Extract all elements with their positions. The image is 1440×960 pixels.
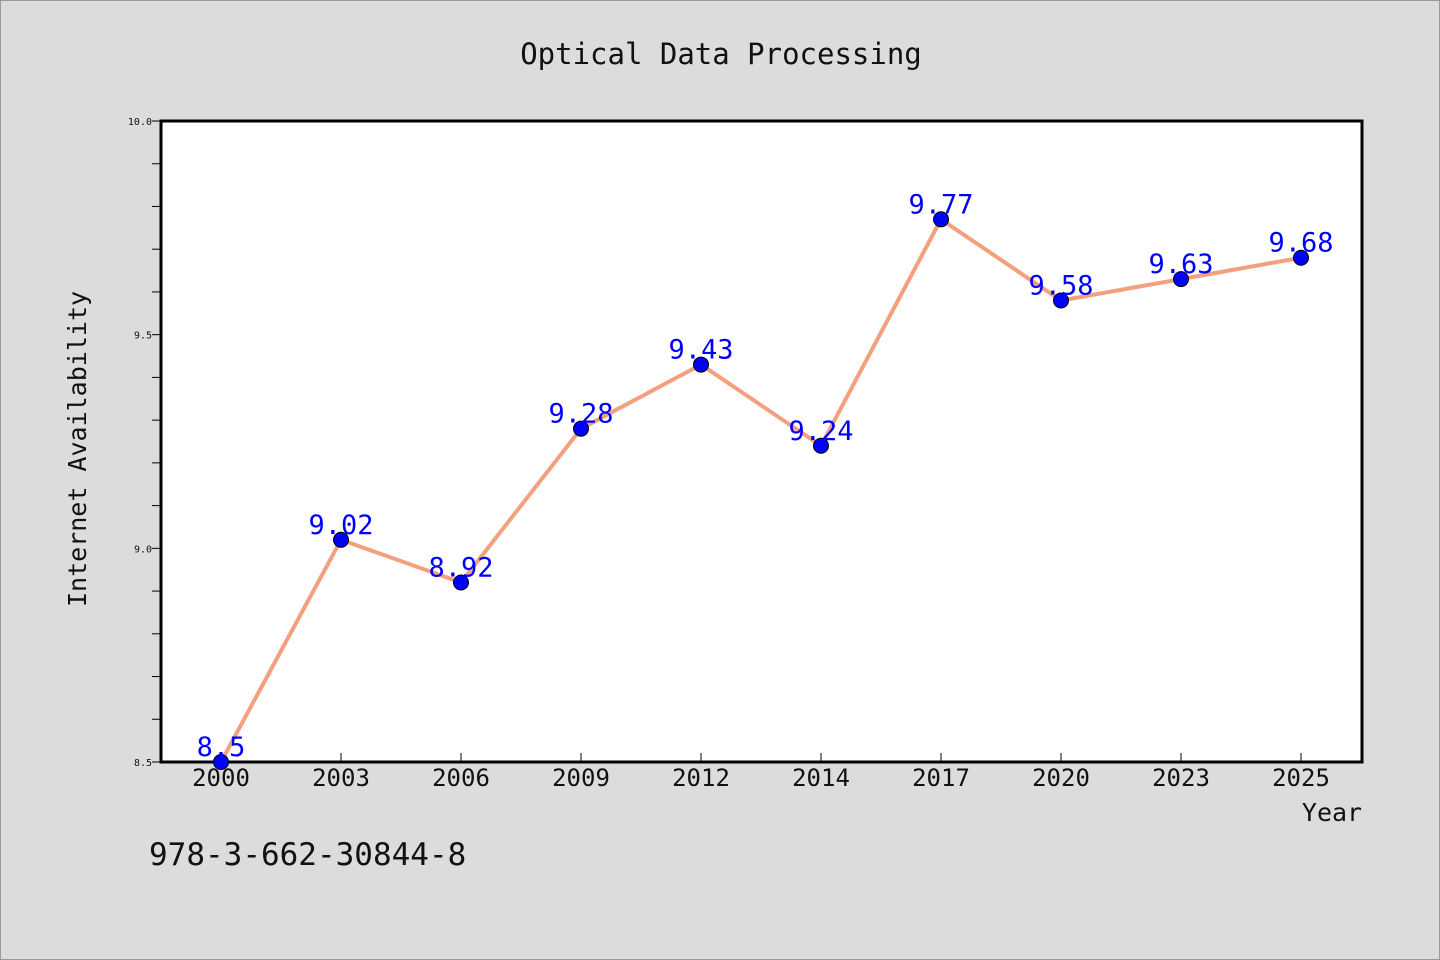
x-tick-label: 2017 [912, 764, 970, 792]
x-tick-label: 2003 [312, 764, 370, 792]
x-axis: 2000 2003 2006 2009 2012 2014 2017 2020 2023 2025 [192, 753, 1330, 792]
x-tick-label: 2020 [1032, 764, 1090, 792]
y-tick-label: 9.0 [134, 544, 152, 555]
y-axis: 8.5 9.0 9.5 10.0 [128, 117, 161, 769]
chart-title: Optical Data Processing [520, 37, 922, 71]
x-tick-label: 2014 [792, 764, 850, 792]
y-tick-label: 9.5 [134, 331, 152, 342]
data-label: 9.28 [548, 399, 613, 430]
data-point [573, 420, 589, 437]
data-point [813, 437, 829, 454]
data-point [333, 531, 349, 548]
x-axis-title: Year [1302, 798, 1362, 827]
data-label: 9.63 [1148, 249, 1213, 280]
data-label: 9.77 [908, 189, 973, 220]
data-label: 9.68 [1268, 228, 1333, 259]
series-line [219, 217, 1303, 764]
data-label: 9.43 [668, 335, 733, 366]
data-label: 8.92 [428, 553, 493, 584]
data-label: 8.5 [197, 732, 246, 763]
isbn-footer: 978-3-662-30844-8 [149, 837, 466, 873]
data-label: 9.58 [1028, 270, 1093, 301]
data-point [1173, 271, 1189, 288]
data-label: 9.02 [308, 510, 373, 541]
data-point [1053, 292, 1069, 309]
y-axis-title: Internet Availability [63, 291, 92, 607]
data-point [933, 211, 949, 228]
data-point [213, 754, 229, 770]
x-tick-label: 2006 [432, 764, 490, 792]
plot-area [159, 119, 1364, 764]
data-markers [213, 211, 1309, 770]
x-tick-label: 2023 [1152, 764, 1210, 792]
data-point [453, 574, 469, 591]
data-label: 9.24 [788, 416, 853, 447]
x-tick-label: 2025 [1272, 764, 1330, 792]
x-tick-label: 2012 [672, 764, 730, 792]
data-point [693, 356, 709, 373]
data-labels: 8.5 9.02 8.92 9.28 9.43 9.24 9.77 9.58 9.63 9.68 [197, 189, 1334, 763]
x-tick-label: 2009 [552, 764, 610, 792]
data-point [1293, 249, 1309, 266]
y-tick-label: 8.5 [134, 758, 152, 769]
y-tick-label: 10.0 [128, 117, 152, 128]
